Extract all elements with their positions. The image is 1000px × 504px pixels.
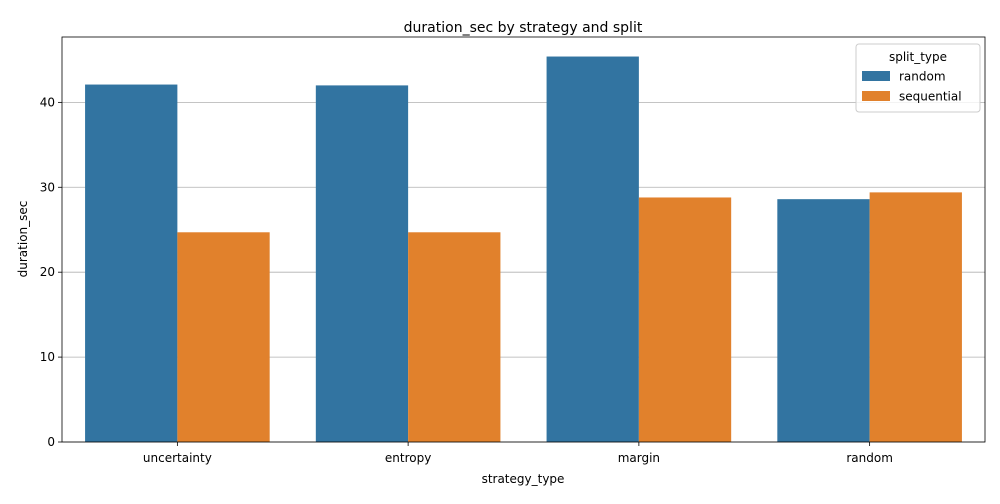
x-tick-label: entropy [385,451,431,465]
legend-label-sequential: sequential [899,90,962,104]
x-tick-label: uncertainty [143,451,212,465]
x-axis-label: strategy_type [482,472,565,486]
bar-sequential-entropy [408,232,501,442]
bar-sequential-random [869,192,962,442]
axes: 0 10 20 30 40 uncertainty entropy margin random [40,36,986,465]
bar-random-entropy [315,85,409,442]
y-tick-label: 10 [40,350,55,364]
legend-label-random: random [899,70,946,84]
y-tick-label: 0 [47,435,55,449]
bar-sequential-uncertainty [177,232,270,442]
legend-swatch-sequential [862,91,890,101]
y-axis-label: duration_sec [16,201,30,278]
bar-random-margin [546,56,639,443]
legend-swatch-random [862,71,890,81]
legend: split_type random sequential [855,43,981,113]
legend-title: split_type [889,50,947,64]
bar-sequential-margin [638,197,732,442]
bar-random-random [777,199,870,442]
bars [85,56,962,443]
chart-title: duration_sec by strategy and split [404,20,643,36]
y-tick-label: 20 [40,265,55,279]
y-tick-label: 40 [40,95,55,109]
bar-random-uncertainty [85,84,178,442]
x-tick-label: margin [618,451,660,465]
y-tick-label: 30 [40,180,55,194]
x-tick-label: random [846,451,893,465]
plot-frame [61,36,986,443]
